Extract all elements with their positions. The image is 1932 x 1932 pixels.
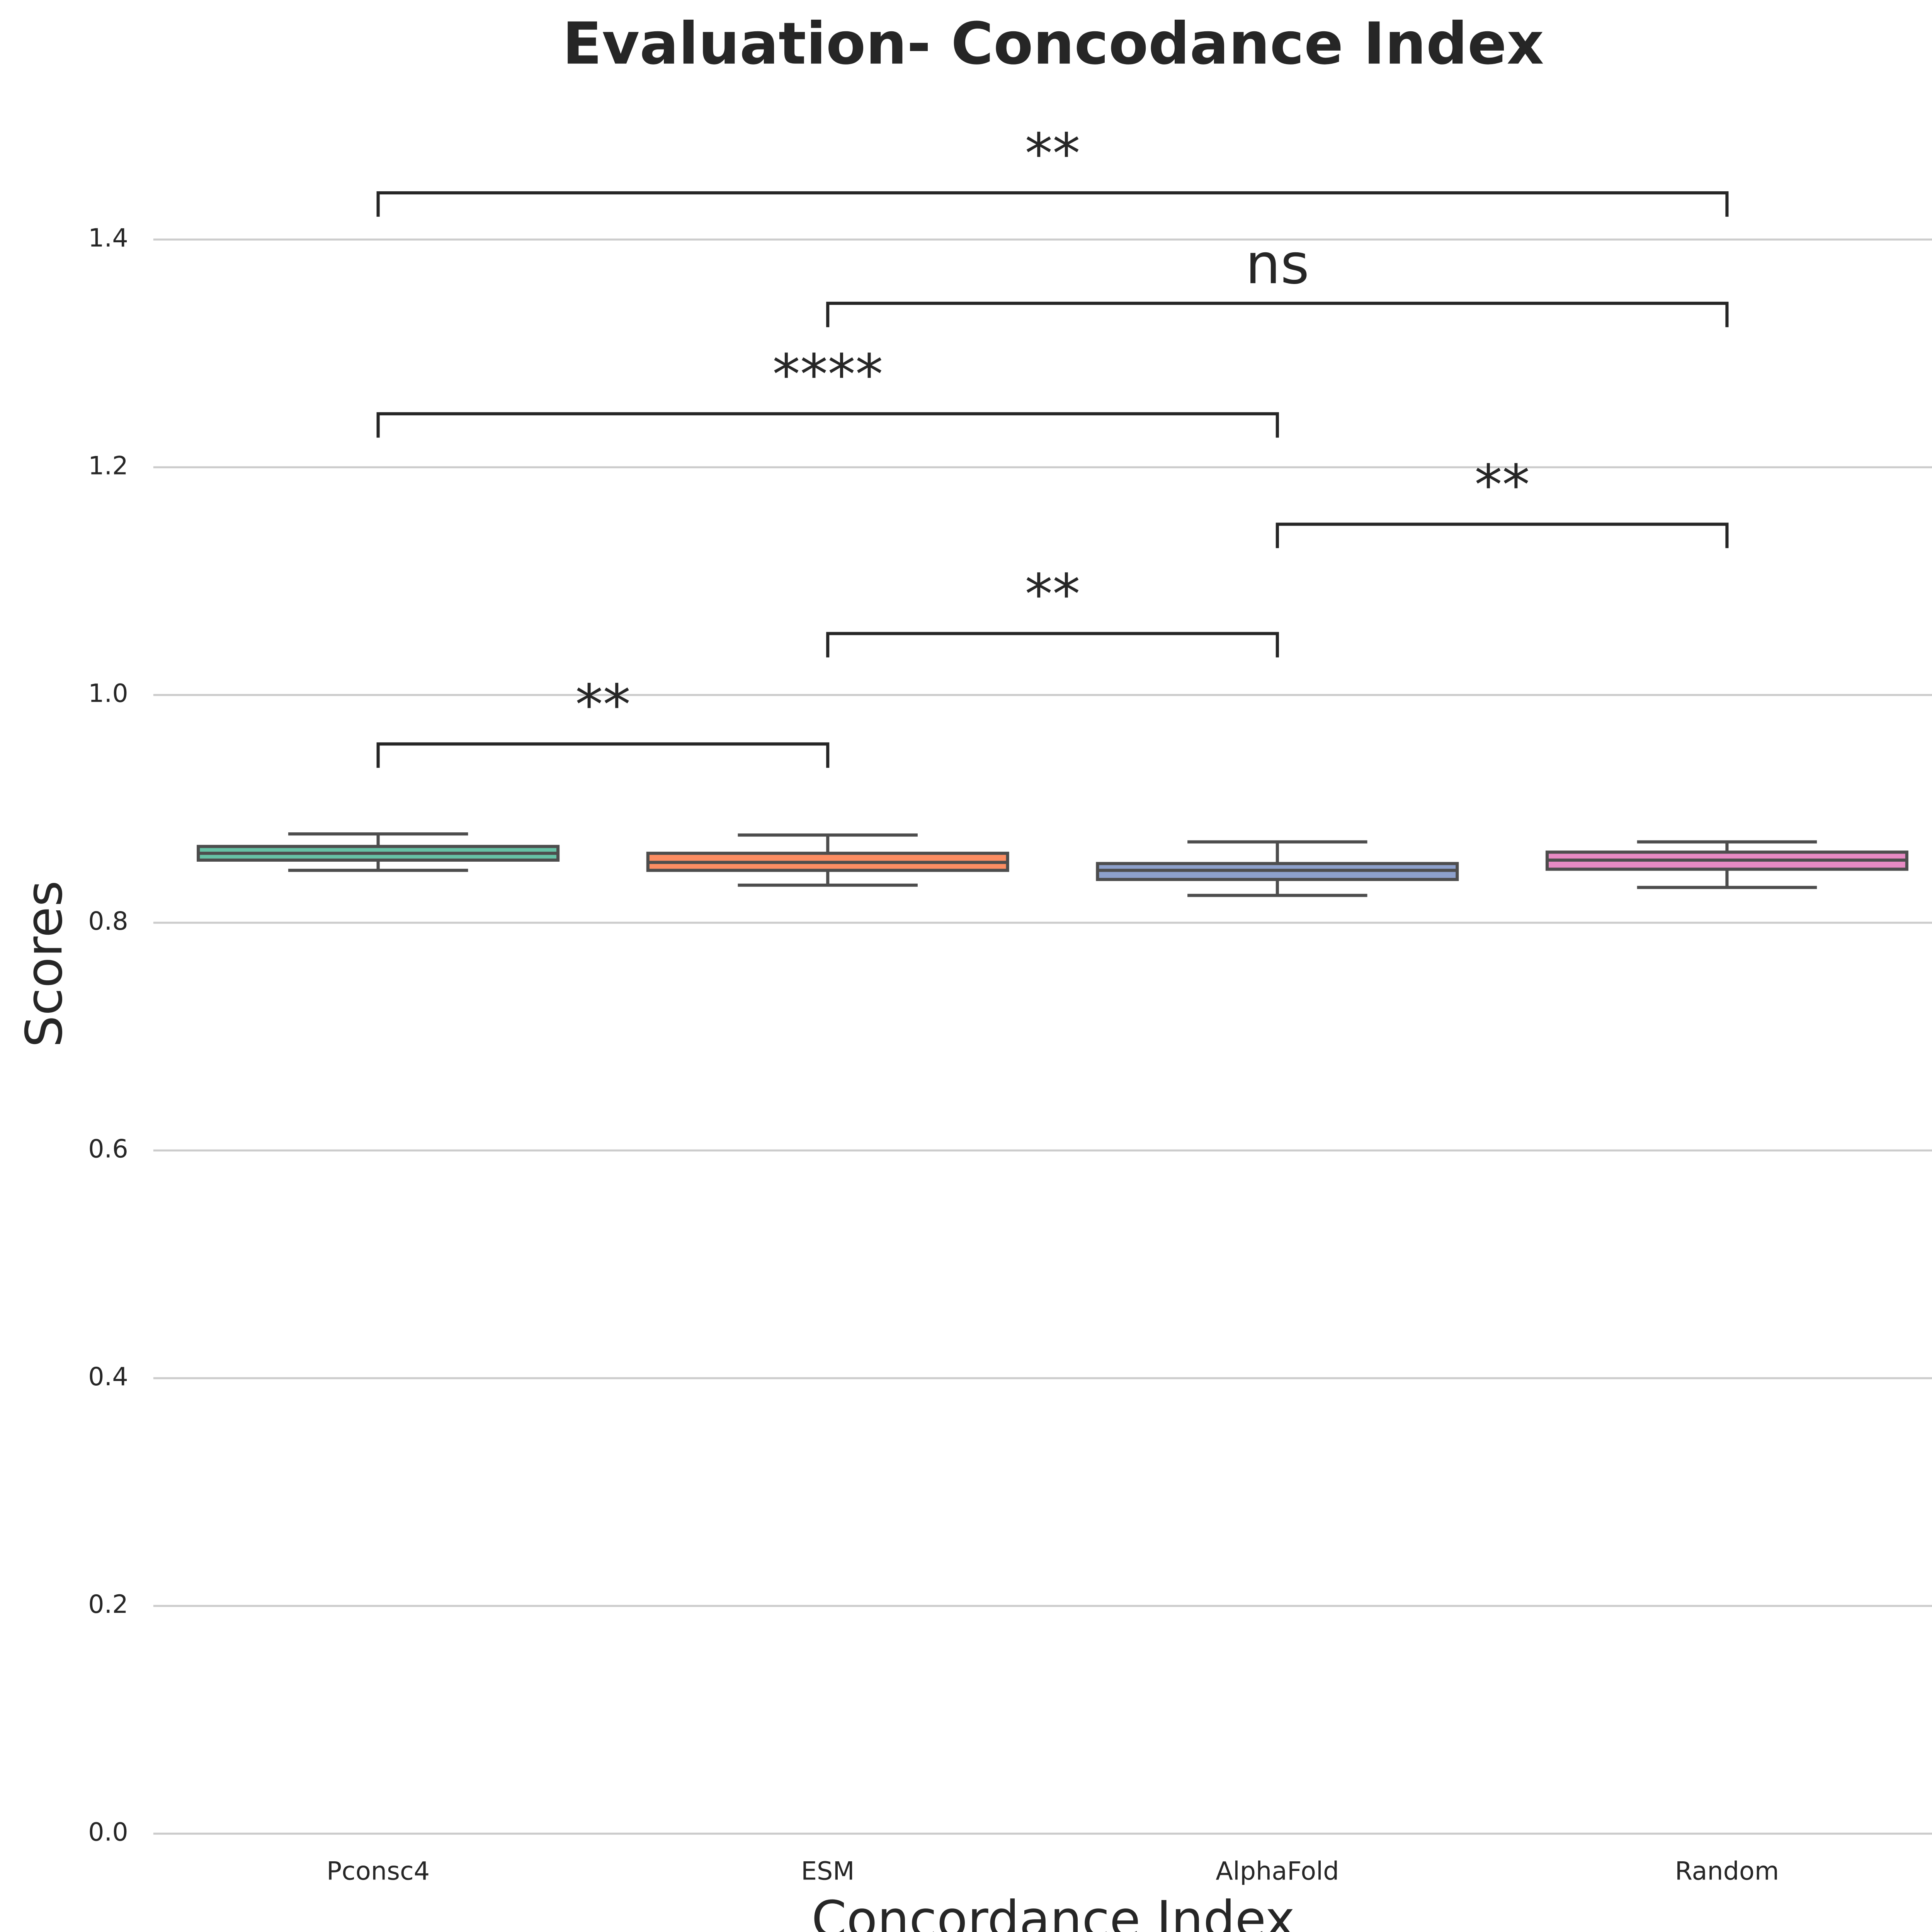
significance-label: ** bbox=[1025, 121, 1080, 186]
y-tick-label: 0.4 bbox=[88, 1362, 128, 1391]
y-axis-label: Scores bbox=[15, 881, 73, 1048]
significance-label: ns bbox=[1245, 232, 1309, 296]
x-tick-label: Pconsc4 bbox=[327, 1857, 430, 1886]
significance-bracket bbox=[1276, 522, 1729, 548]
significance-bracket bbox=[376, 412, 1279, 438]
significance-label: ** bbox=[1475, 453, 1530, 517]
significance-bracket bbox=[376, 742, 830, 768]
chart-title: Evaluation- Concodance Index bbox=[562, 10, 1544, 78]
y-tick-label: 1.4 bbox=[88, 224, 128, 253]
y-tick-label: 0.8 bbox=[88, 907, 128, 936]
x-tick-label: ESM bbox=[801, 1857, 855, 1886]
significance-bracket bbox=[826, 301, 1729, 327]
y-tick-label: 0.2 bbox=[88, 1590, 128, 1619]
significance-bracket bbox=[826, 632, 1279, 658]
y-tick-label: 1.2 bbox=[88, 451, 128, 480]
x-tick-label: Random bbox=[1675, 1857, 1779, 1886]
y-tick-label: 0.6 bbox=[88, 1134, 128, 1163]
y-tick-label: 1.0 bbox=[88, 679, 128, 708]
x-axis-label: Concordance Index bbox=[811, 1890, 1295, 1932]
y-tick-label: 0.0 bbox=[88, 1818, 128, 1847]
significance-bracket bbox=[376, 191, 1729, 217]
x-tick-label: AlphaFold bbox=[1216, 1857, 1339, 1886]
significance-label: ** bbox=[1025, 562, 1080, 627]
significance-label: **** bbox=[772, 342, 883, 407]
significance-label: ** bbox=[575, 672, 631, 737]
